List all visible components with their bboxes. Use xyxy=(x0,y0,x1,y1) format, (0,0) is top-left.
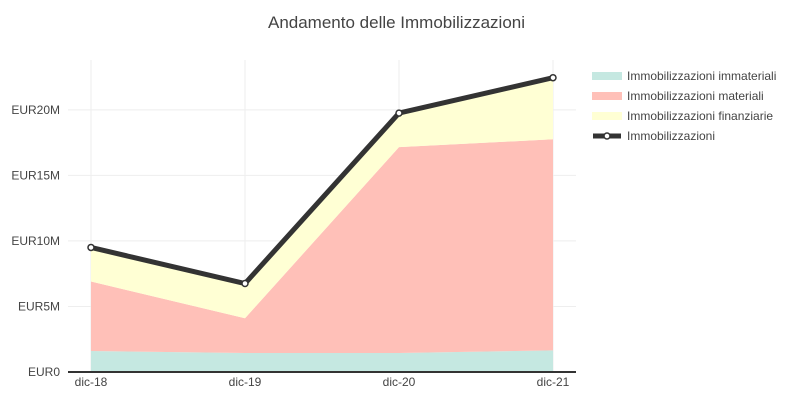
total-line xyxy=(90,75,554,287)
total-point-2 xyxy=(241,279,249,288)
x-tick-label-3: dic-21 xyxy=(537,375,570,389)
y-tick-label-1: EUR5M xyxy=(18,299,60,313)
legend-label-1: Immobilizzazioni immateriali xyxy=(627,69,777,83)
chart-legend: Immobilizzazioni immateriali Immobilizzaz… xyxy=(592,66,776,146)
legend-item-1[interactable]: Immobilizzazioni immateriali xyxy=(592,66,776,86)
legend-label-3: Immobilizzazioni finanziarie xyxy=(627,109,774,123)
area-series-3 xyxy=(91,77,553,319)
total-point-1 xyxy=(87,243,95,252)
total-point-4 xyxy=(549,73,557,82)
y-tick-label-3: EUR15M xyxy=(11,168,60,182)
legend-swatch-1 xyxy=(592,66,622,86)
area-series-2 xyxy=(91,139,553,353)
y-tick-label-0: EUR0 xyxy=(28,365,60,379)
legend-label-2: Immobilizzazioni materiali xyxy=(627,89,764,103)
x-tick-label-2: dic-20 xyxy=(383,375,416,389)
total-point-3 xyxy=(395,109,403,117)
y-tick-label-2: EUR10M xyxy=(11,234,60,248)
x-tick-label-0: dic-18 xyxy=(75,375,108,389)
legend-item-2[interactable]: Immobilizzazioni materiali xyxy=(592,86,776,106)
y-tick-label-4: EUR20M xyxy=(11,103,60,117)
legend-item-4[interactable]: Immobilizzazioni xyxy=(592,126,776,146)
chart-title: Andamento delle Immobilizzazioni xyxy=(267,13,526,32)
legend-swatch-4 xyxy=(592,126,622,146)
legend-swatch-2 xyxy=(592,86,622,106)
legend-swatch-3 xyxy=(592,106,622,126)
legend-label-4: Immobilizzazioni xyxy=(627,129,716,143)
x-tick-label-1: dic-19 xyxy=(229,375,262,389)
area-series-1 xyxy=(91,350,553,372)
legend-item-3[interactable]: Immobilizzazioni finanziarie xyxy=(592,106,776,126)
